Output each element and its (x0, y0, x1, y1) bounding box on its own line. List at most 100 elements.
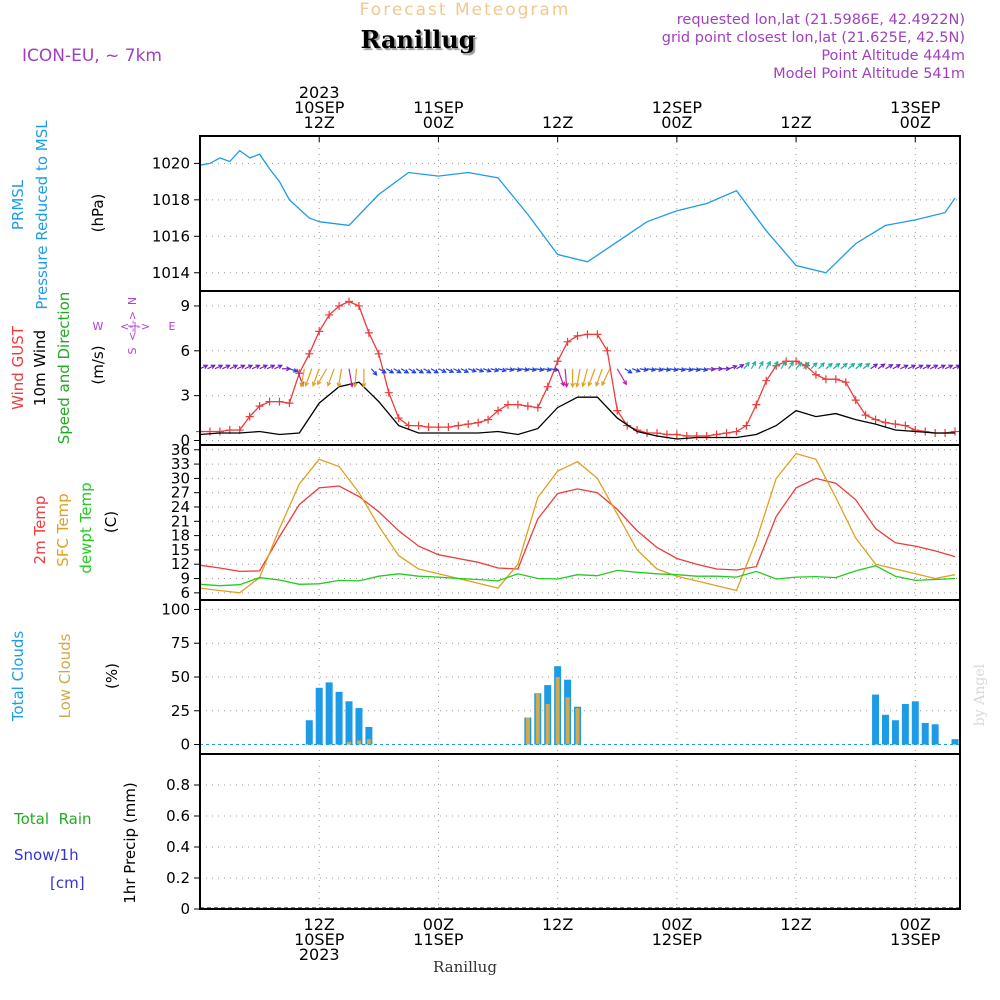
wind-arrow-head (509, 367, 515, 372)
wind-arrow-head (688, 367, 694, 372)
wind-direction-arrow (595, 368, 603, 386)
snow-label: Snow/1h (14, 846, 79, 864)
wind-arrow-head (827, 362, 833, 368)
series-10m-wind (199, 381, 955, 440)
ytick-label: 30 (171, 469, 190, 487)
gust-marker (911, 426, 920, 435)
wind-direction-arrow (312, 368, 320, 386)
wind-direction-arrow (214, 364, 223, 370)
wind-arrow-head (494, 367, 500, 373)
wind-direction-arrow (900, 364, 908, 370)
panel-clouds: 0 25 50 75 100 (161, 599, 961, 755)
series-sfc-temp (199, 452, 956, 594)
gust-marker (871, 415, 880, 424)
pressure-label-prmsl: PRMSL (9, 179, 27, 230)
wind-direction-arrow (385, 368, 394, 374)
wind-direction-arrow (244, 364, 253, 370)
wind-arrow-head (433, 369, 439, 374)
point-altitude: Point Altitude 444m (821, 48, 965, 64)
wind-direction-arrow (588, 368, 596, 386)
wind-direction-arrow (430, 368, 439, 374)
gust-marker (374, 349, 383, 358)
gust-marker (702, 432, 711, 441)
bar-total-clouds (305, 720, 313, 745)
wind-direction-arrow (870, 363, 878, 370)
wind-arrow-head (326, 381, 332, 387)
ytick-label: 25 (171, 702, 190, 720)
precip-labels: Total Rain Snow/1h [cm] 1hr Precip (mm) (13, 782, 139, 903)
time-label-bottom: 00Z (423, 915, 454, 934)
wind-direction-arrow (229, 364, 238, 370)
ytick-label: 0.8 (166, 776, 190, 794)
gust-marker (533, 403, 542, 412)
wind-direction-arrow (624, 368, 632, 374)
panel-frame (199, 135, 961, 292)
wind-arrow-head (835, 362, 841, 368)
ytick-label: 0.2 (166, 869, 190, 887)
wind-arrow-head (546, 367, 552, 372)
temp-labels: 2m Temp SFC Temp dewpt Temp (C) (31, 482, 120, 573)
wind-direction-arrow (468, 368, 476, 373)
ytick-label: 36 (171, 441, 190, 459)
wind-arrow-head (539, 367, 545, 372)
wind-direction-arrow (639, 368, 648, 371)
gust-marker (603, 346, 612, 355)
model-altitude: Model Point Altitude 541m (773, 66, 965, 82)
wind-arrow-head (797, 361, 803, 367)
wind-direction-arrow (684, 368, 693, 371)
wind-direction-arrow (937, 364, 946, 370)
wind-direction-arrow (952, 364, 961, 370)
compass-w: W (93, 320, 104, 333)
wind-arrow-head (650, 367, 657, 372)
wind-direction-arrow (661, 368, 670, 371)
wind-arrow-head (820, 362, 825, 368)
wind-arrow-head (311, 381, 317, 387)
pressure-labels: PRMSL Pressure Reduced to MSL (hPa) (9, 120, 107, 310)
ytick-label: 100 (161, 600, 190, 618)
wind-direction-arrow (582, 368, 589, 387)
gust-marker (742, 421, 751, 430)
time-label-bottom: 00Z (661, 915, 692, 934)
wind-arrow-head (673, 367, 679, 372)
ytick-label: 33 (171, 455, 190, 473)
wind-arrow-head (635, 368, 641, 373)
wind-arrow-head (449, 368, 455, 373)
wind-direction-arrow (266, 364, 275, 370)
wind-arrow-head (404, 369, 410, 374)
gust-marker (305, 349, 314, 358)
wind-arrow-head (587, 381, 593, 387)
wind-direction-arrow (535, 368, 544, 371)
wind-direction-arrow (654, 368, 663, 371)
wind-direction-arrow (520, 368, 529, 371)
wind-direction-arrow (631, 368, 640, 373)
wind-arrow-head (486, 368, 492, 373)
wind-arrow-head (940, 364, 947, 369)
wind-direction-arrow (840, 363, 848, 370)
wind-arrow-head (471, 368, 477, 373)
wind-direction-arrow (512, 368, 521, 371)
wind-arrow-head (336, 382, 342, 388)
wind-direction-arrow (877, 363, 885, 370)
gust-marker (484, 415, 493, 424)
wind-gust-label: Wind GUST (9, 325, 27, 410)
wind-direction-arrow (274, 364, 283, 370)
wind-arrow-head (918, 364, 924, 369)
wind-direction-arrow (758, 361, 764, 370)
ytick-label: 9 (180, 570, 190, 588)
gust-marker (394, 414, 403, 423)
bar-low-clouds (366, 739, 371, 745)
wind-direction-arrow (922, 364, 931, 370)
wind-arrow-head (233, 364, 239, 369)
bar-low-clouds (347, 741, 352, 745)
compass-arrow-v: <-|-> (126, 311, 139, 341)
total-rain-label: Total Rain (13, 810, 92, 828)
gust-marker (325, 310, 334, 319)
wind-arrow-head (210, 364, 216, 369)
gust-marker (831, 375, 840, 384)
gust-marker (692, 432, 701, 441)
ytick-label: 24 (171, 498, 190, 516)
gust-marker (354, 301, 363, 310)
wind-direction-arrow (207, 364, 215, 370)
wind-direction-arrow (400, 368, 409, 374)
